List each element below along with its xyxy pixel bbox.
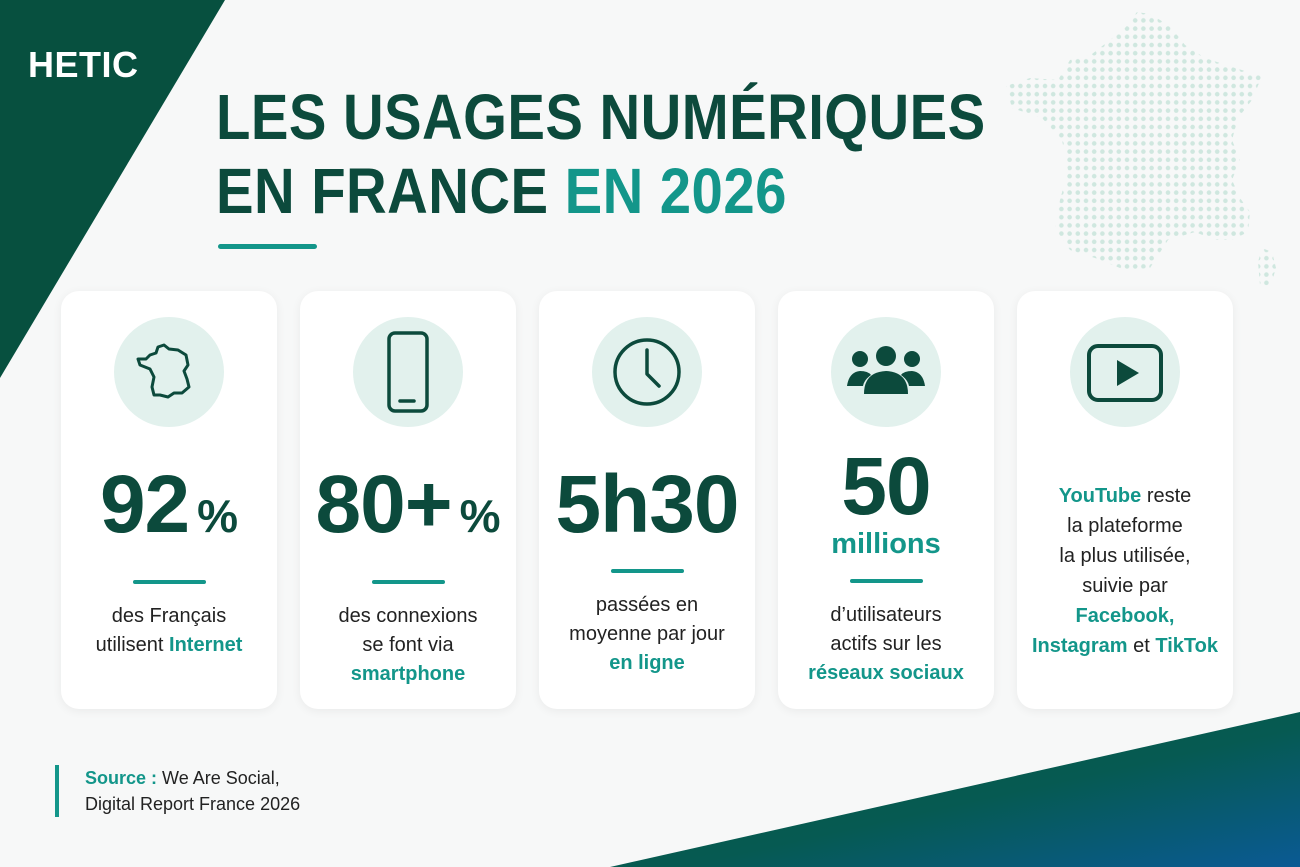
stat-card-smartphone: 80+% des connexions se font via smartpho… bbox=[300, 291, 516, 709]
desc-line: passées en bbox=[595, 594, 699, 616]
source-label: Source : bbox=[85, 768, 158, 788]
desc-line: la plateforme bbox=[1067, 515, 1183, 537]
stat-description: des connexions se font via smartphone bbox=[339, 602, 478, 689]
source-line: We Are Social, bbox=[162, 768, 280, 788]
desc-highlight: réseaux sociaux bbox=[808, 662, 964, 684]
stat-value: 5h30 bbox=[555, 459, 740, 550]
stat-value: 50 bbox=[841, 441, 931, 532]
users-group-icon bbox=[847, 346, 925, 394]
icon-badge bbox=[1070, 317, 1180, 427]
icon-badge bbox=[114, 317, 224, 427]
smartphone-icon bbox=[387, 331, 429, 413]
video-play-icon bbox=[1087, 344, 1163, 402]
clock-icon bbox=[613, 338, 681, 406]
desc-line: se font via bbox=[362, 634, 454, 656]
platforms-description: YouTube reste la plateforme la plus util… bbox=[1032, 481, 1218, 661]
desc-line: suivie par bbox=[1082, 575, 1168, 597]
card-divider bbox=[371, 580, 445, 584]
stat-number: 5h30 bbox=[555, 459, 740, 550]
desc-line: des Français bbox=[111, 605, 227, 627]
france-dot-map-illustration bbox=[1006, 12, 1276, 288]
stat-unit: % bbox=[459, 490, 501, 542]
icon-badge bbox=[592, 317, 702, 427]
stat-unit: % bbox=[197, 490, 239, 542]
source-citation: Source : We Are Social, Digital Report F… bbox=[55, 765, 300, 817]
stat-card-platforms: YouTube reste la plateforme la plus util… bbox=[1017, 291, 1233, 709]
stat-card-internet-usage: 92% des Français utilisent Internet bbox=[61, 291, 277, 709]
brand-logo: HETIC bbox=[28, 44, 139, 85]
stat-value: 92% bbox=[99, 459, 239, 556]
desc-line: des connexions bbox=[338, 605, 478, 627]
desc-highlight: TikTok bbox=[1155, 635, 1218, 657]
desc-highlight: YouTube bbox=[1058, 485, 1142, 507]
desc-line: actifs sur les bbox=[830, 633, 942, 655]
stat-cards: 92% des Français utilisent Internet 80+%… bbox=[61, 291, 1233, 709]
source-line: Digital Report France 2026 bbox=[85, 794, 301, 814]
stat-number: 92 bbox=[99, 459, 190, 550]
desc-line: la plus utilisée, bbox=[1059, 545, 1191, 567]
desc-line: moyenne par jour bbox=[569, 623, 725, 645]
desc-highlight: Facebook, bbox=[1075, 605, 1175, 627]
icon-badge bbox=[353, 317, 463, 427]
stat-number: 50 bbox=[841, 441, 931, 532]
stat-card-social-networks: 50 millions d’utilisateurs actifs sur le… bbox=[778, 291, 994, 709]
stat-description: des Français utilisent Internet bbox=[96, 602, 243, 660]
title-line-2: EN FRANCE bbox=[216, 155, 549, 227]
desc-line: d’utilisateurs bbox=[830, 604, 942, 626]
title-underline bbox=[218, 244, 317, 249]
stat-description: d’utilisateurs actifs sur les réseaux so… bbox=[808, 601, 964, 688]
card-divider bbox=[132, 580, 206, 584]
desc-highlight: en ligne bbox=[609, 652, 685, 674]
france-map-icon bbox=[136, 343, 191, 399]
page-title: LES USAGES NUMÉRIQUES EN FRANCE EN 2026 bbox=[216, 80, 986, 228]
stat-number: 80+ bbox=[315, 459, 452, 550]
title-year-accent: EN 2026 bbox=[564, 155, 787, 227]
desc-line: utilisent bbox=[95, 634, 164, 656]
desc-highlight: Instagram bbox=[1031, 635, 1128, 657]
icon-badge bbox=[831, 317, 941, 427]
stat-description: passées en moyenne par jour en ligne bbox=[569, 591, 725, 678]
stat-card-time-online: 5h30 passées en moyenne par jour en lign… bbox=[539, 291, 755, 709]
title-line-1: LES USAGES NUMÉRIQUES bbox=[216, 81, 986, 153]
desc-highlight: smartphone bbox=[350, 663, 466, 685]
stat-value: 80+% bbox=[315, 459, 501, 556]
card-divider bbox=[610, 569, 684, 573]
stat-sub-value: millions bbox=[831, 528, 941, 560]
desc-line: et bbox=[1133, 635, 1150, 657]
desc-line: reste bbox=[1146, 485, 1192, 507]
desc-highlight: Internet bbox=[169, 634, 243, 656]
card-divider bbox=[849, 579, 923, 583]
